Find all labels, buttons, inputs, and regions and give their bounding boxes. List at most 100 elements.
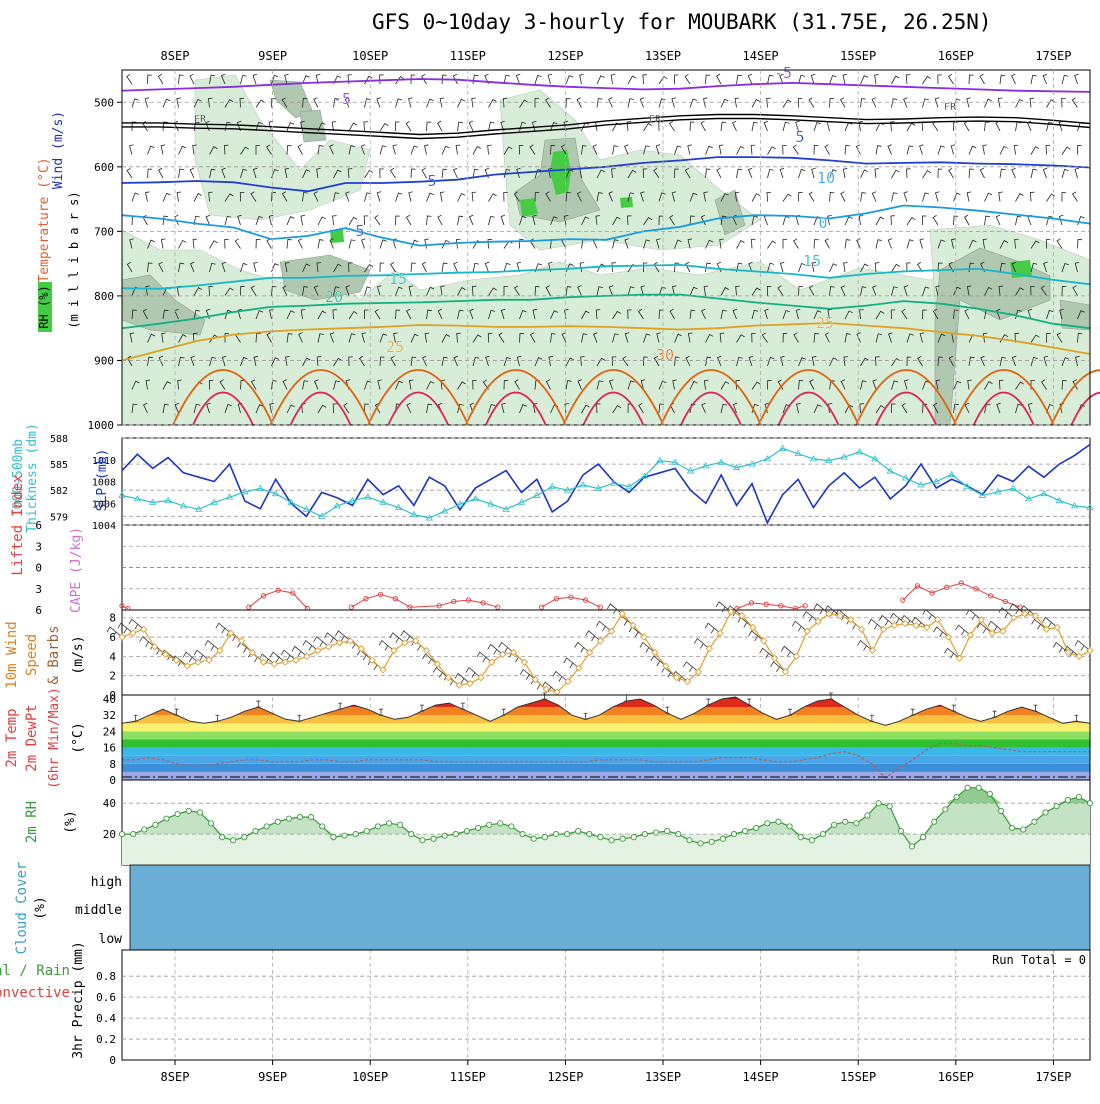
wind-speed-marker xyxy=(314,646,322,655)
wind-barb xyxy=(622,355,629,367)
wind-barb xyxy=(793,238,799,249)
thickness-marker xyxy=(994,488,1002,495)
wind-barb xyxy=(689,309,696,320)
wind-barb xyxy=(453,167,458,179)
wind-barb xyxy=(1072,191,1078,202)
wind-barb xyxy=(224,309,232,320)
top-day-label: 12SEP xyxy=(547,49,583,63)
wind-barb xyxy=(916,261,923,273)
wind-barb xyxy=(1030,168,1037,179)
isotherm-line xyxy=(121,322,1091,362)
wind-barb xyxy=(748,630,764,642)
wind-barb xyxy=(577,285,582,296)
wind-barb xyxy=(253,261,258,273)
wind-barb xyxy=(426,403,433,414)
wind-barb xyxy=(919,238,924,249)
wind-barb xyxy=(1046,193,1056,202)
wind-barb xyxy=(487,144,492,155)
wind-barb xyxy=(859,403,864,414)
wind-barb xyxy=(347,168,353,179)
wind-barb xyxy=(302,169,311,179)
wind-barb xyxy=(955,624,971,636)
rh-marker xyxy=(664,827,671,835)
wind-barb xyxy=(948,167,954,179)
wind-barb xyxy=(891,357,901,367)
wind-barb xyxy=(1015,121,1022,132)
bottom-day-label: 16SEP xyxy=(938,1070,974,1084)
wind-barb xyxy=(891,192,898,202)
rh-marker xyxy=(575,827,582,835)
rh-marker xyxy=(775,818,782,825)
contour-label: FR xyxy=(649,114,662,125)
thickness-marker xyxy=(210,498,218,505)
wind-barb xyxy=(653,167,660,179)
wind-barb xyxy=(674,262,680,273)
precip-label-convective: Convective xyxy=(0,985,70,1001)
wind-barb xyxy=(858,121,863,132)
wind-barb xyxy=(488,99,497,108)
wind-barb xyxy=(1014,332,1020,343)
minmax-marker xyxy=(828,692,833,700)
wind-barb xyxy=(128,618,145,630)
lifted-index-marker xyxy=(900,597,906,603)
lifted-index-line xyxy=(121,605,129,610)
wind-barb xyxy=(982,238,988,249)
rh-marker xyxy=(241,834,248,841)
wind-barb xyxy=(1077,310,1085,320)
temperature-band xyxy=(122,747,1090,756)
wind-speed-marker xyxy=(868,646,877,655)
wind-barb xyxy=(874,262,880,273)
wind-barb xyxy=(720,121,727,132)
wind-barb xyxy=(500,214,506,226)
y-tick-label: 500 xyxy=(94,96,114,109)
wind-barb xyxy=(269,403,274,414)
wind-barb xyxy=(793,332,799,343)
wind-barb xyxy=(580,356,585,367)
wind-barb xyxy=(689,121,695,132)
wind-speed-marker xyxy=(651,648,659,657)
isotherm-30 xyxy=(464,369,567,426)
thickness-marker xyxy=(886,467,894,474)
wind-speed-marker xyxy=(194,658,202,666)
wind-barb xyxy=(611,262,616,273)
wind-barb xyxy=(891,403,896,413)
rh-saturated-region xyxy=(620,197,633,208)
wind-barb xyxy=(441,145,450,155)
wind-barb xyxy=(669,308,675,320)
wind-barb xyxy=(534,74,542,85)
wind-speed-marker xyxy=(325,643,333,651)
wind-barb xyxy=(469,402,475,414)
wind-barb xyxy=(131,192,140,202)
wind-barb xyxy=(596,380,604,390)
wind-barb xyxy=(534,286,540,296)
minmax-marker xyxy=(419,704,424,712)
wind-barb xyxy=(627,380,635,390)
wind-barb xyxy=(406,308,412,320)
wind-barb xyxy=(968,239,977,249)
wind-speed-marker xyxy=(390,646,398,655)
minmax-marker xyxy=(501,708,506,716)
wind-barb xyxy=(503,74,510,85)
contour-label: 20 xyxy=(325,288,343,306)
wind-barb xyxy=(484,261,490,273)
wind-barb xyxy=(193,193,202,202)
wind-barb xyxy=(906,356,912,367)
wind-barb xyxy=(703,285,709,296)
wind-barb xyxy=(919,332,925,343)
wind-barb xyxy=(813,310,822,320)
wind-barb xyxy=(761,332,768,343)
thickness-marker xyxy=(1040,489,1048,497)
wind-barb xyxy=(561,332,567,343)
wind-barb xyxy=(126,167,133,179)
wind-barb xyxy=(904,379,909,390)
wind-barb xyxy=(472,356,480,367)
wind-barb xyxy=(426,98,434,108)
wind-barb xyxy=(348,356,353,367)
wind-barb xyxy=(1077,333,1083,343)
wind-barb xyxy=(1015,403,1023,414)
slp-tick-label: 1010 xyxy=(92,456,116,467)
wind-speed-marker xyxy=(488,658,496,666)
wind-barb xyxy=(192,238,198,249)
wind-barb xyxy=(844,122,853,132)
wind-barb xyxy=(395,98,403,108)
